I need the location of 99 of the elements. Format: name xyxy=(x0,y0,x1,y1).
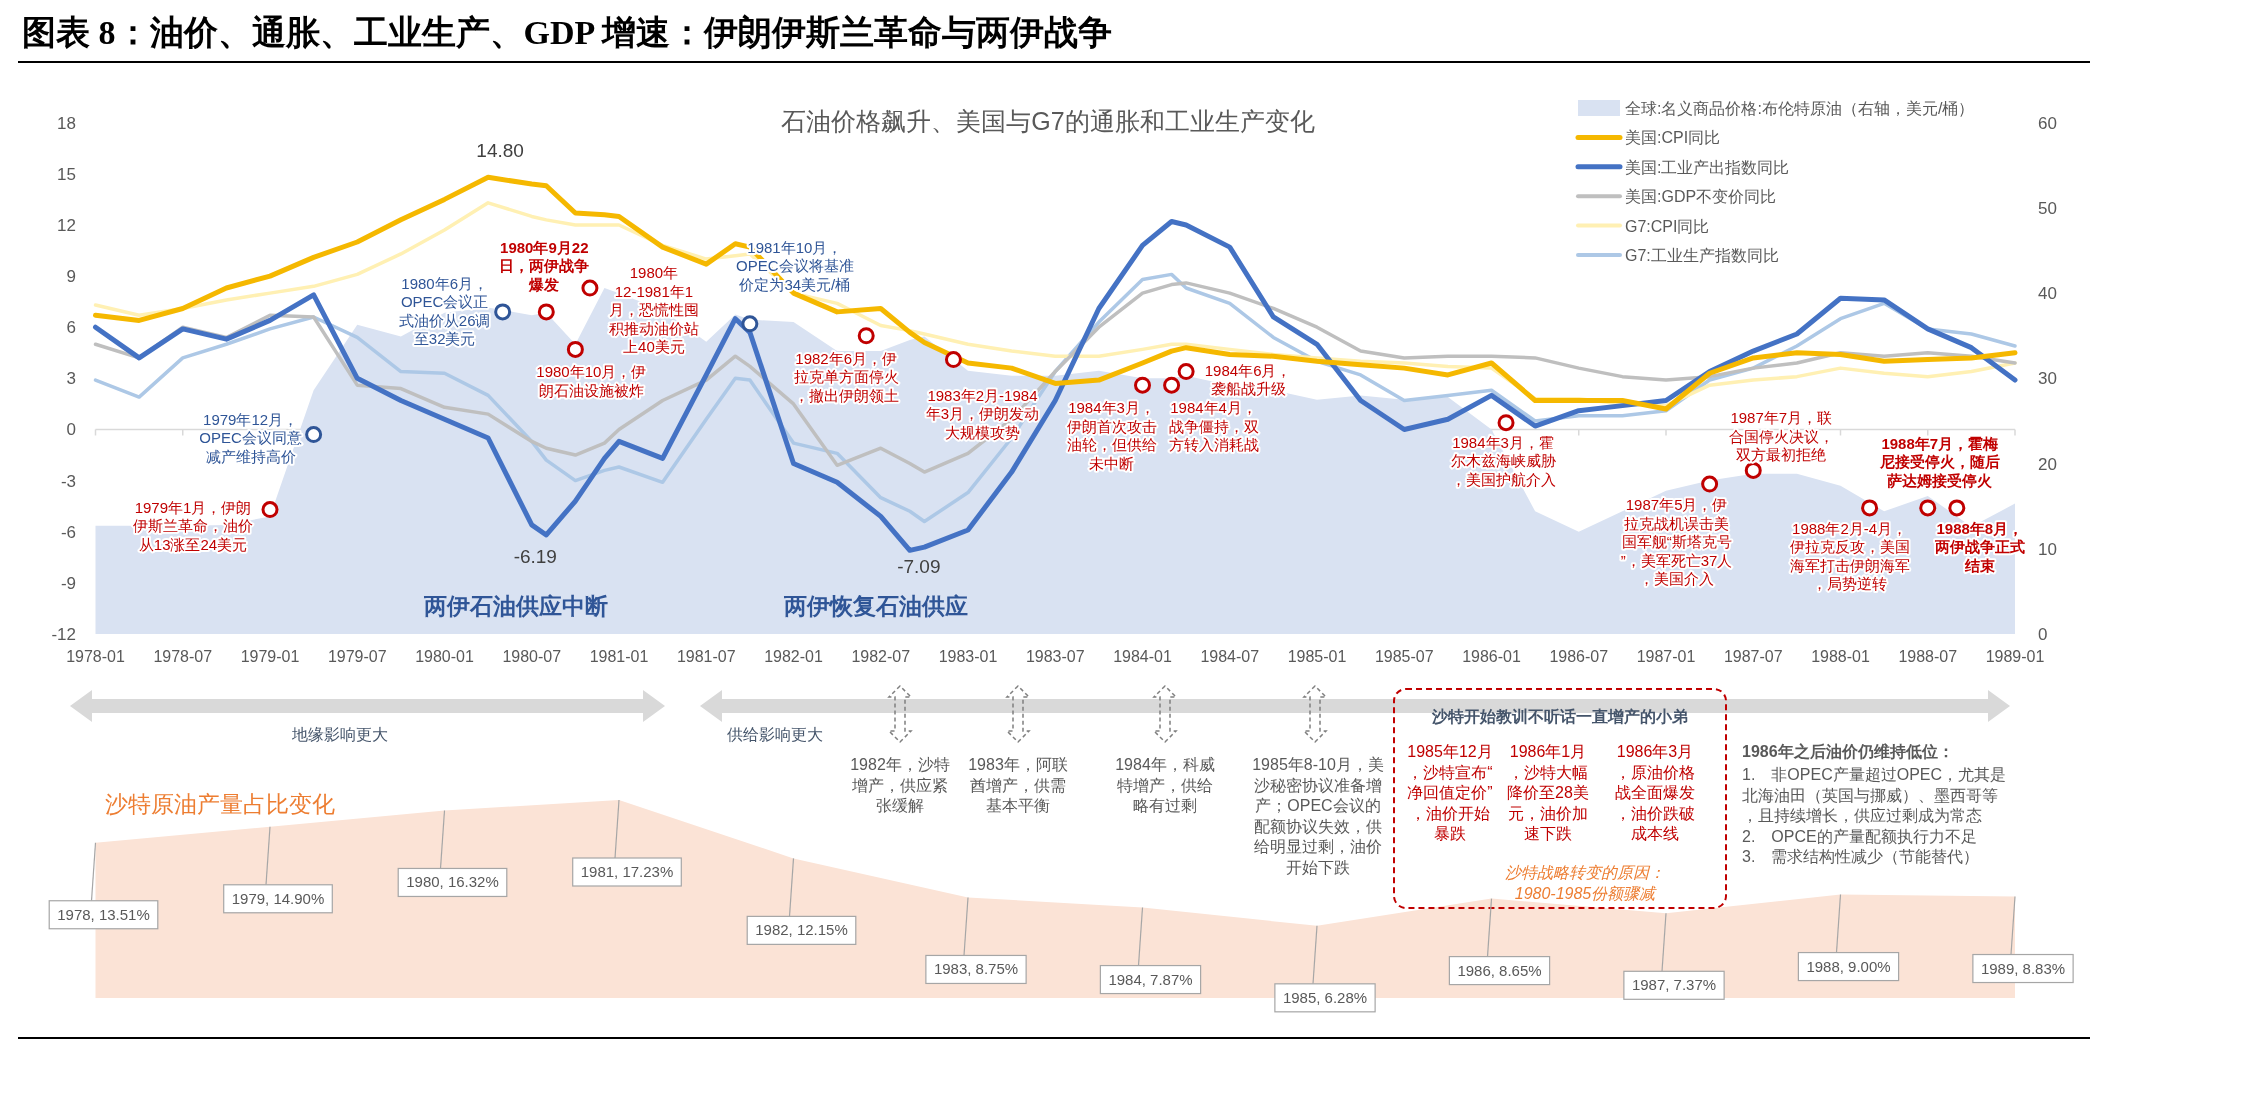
data-label: 1982, 12.15% xyxy=(755,921,848,939)
annotation: 1988年8月，两伊战争正式结束 xyxy=(1933,519,2025,574)
annotation: 3. 需求结构性减少（节能替代） xyxy=(1742,848,1980,865)
text: 地缘影响更大 xyxy=(291,726,388,743)
x-tick-label: 1978-07 xyxy=(153,648,213,665)
annotation: 1986年1月，沙特大幅降价至28美元，油价加速下跌 xyxy=(1507,743,1589,842)
annotation: 1979年12月，OPEC会议同意减产维持高价 xyxy=(199,410,302,465)
legend-label: 全球:名义商品价格:布伦特原油（右轴，美元/桶） xyxy=(1625,100,1975,117)
x-tick-label: 1987-01 xyxy=(1636,648,1696,665)
legend-label: 美国:GDP不变价同比 xyxy=(1625,188,1777,206)
data-label: 1981, 17.23% xyxy=(580,863,674,880)
chart-title: 图表 8：油价、通胀、工业生产、GDP 增速：伊朗伊斯兰革命与两伊战争 xyxy=(22,14,1112,51)
x-tick-label: 1981-01 xyxy=(589,648,649,665)
annotation: 两伊石油供应中断 xyxy=(423,593,608,619)
y2-tick-label: 60 xyxy=(2038,113,2057,133)
y-tick-label: 15 xyxy=(57,164,76,184)
annotation: 1. 非OPEC产量超过OPEC，尤其是北海油田（英国与挪威）、墨西哥等，且持续增长，供应过剩成为常态 xyxy=(1742,766,2007,824)
data-label: 1979, 14.90% xyxy=(231,889,325,907)
annotation: 1988年7月，霍梅尼接受停火，随后萨达姆接受停火 xyxy=(1878,434,2000,489)
annotation: 1980年10月，伊朗石油设施被炸 xyxy=(536,363,647,399)
x-tick-label: 1983-07 xyxy=(1025,648,1085,665)
annotation: 1986年3月，原油价格战全面爆发，油价跌破成本线 xyxy=(1615,743,1695,842)
annotation: 1985年12月，沙特宣布“净回值定价”，油价开始暴跌 xyxy=(1407,743,1493,842)
legend-label: G7:CPI同比 xyxy=(1625,217,1710,235)
x-tick-label: 1982-07 xyxy=(851,648,911,665)
annotation: 1984年3月，霍尔木兹海峡威胁，美国护航介入 xyxy=(1450,433,1556,488)
annotation: 1980年9月22日，两伊战争爆发 xyxy=(499,238,590,293)
legend-label: 美国:工业产出指数同比 xyxy=(1625,158,1790,176)
chart-title: 沙特原油产量占比变化 xyxy=(105,791,335,817)
annotation: 1984年6月，袭船战升级 xyxy=(1204,361,1292,398)
annotation: 1987年5月，伊拉克战机误击美国军舰“斯塔克号”，美军死亡37人，美国介入 xyxy=(1620,496,1733,588)
annotation: 1985年8-10月，美沙秘密协议准备增产；OPEC会议的配额协议失效，供给明显过剩，油价开始下跌 xyxy=(1252,756,1384,876)
y2-tick-label: 30 xyxy=(2038,369,2057,389)
x-tick-label: 1980-01 xyxy=(415,648,474,665)
annotation: 1987年7月，联合国停火决议，双方最初拒绝 xyxy=(1728,409,1834,464)
annotation: 2. OPCE的产量配额执行力不足 xyxy=(1742,827,1977,845)
x-tick-label: 1988-01 xyxy=(1811,648,1870,665)
data-label: 1984, 7.87% xyxy=(1108,970,1193,988)
annotation: -6.19 xyxy=(513,545,557,567)
x-tick-label: 1986-01 xyxy=(1462,648,1521,665)
x-tick-label: 1982-01 xyxy=(764,648,823,665)
x-tick-label: 1984-01 xyxy=(1113,648,1172,665)
text: 供给影响更大 xyxy=(727,726,823,743)
y-tick-label: 12 xyxy=(57,215,76,235)
x-tick-label: 1979-07 xyxy=(327,648,387,665)
annotation: 1979年1月，伊朗伊斯兰革命，油价从13涨至24美元 xyxy=(133,498,253,553)
annotation: 1984年4月，战争僵持，双方转入消耗战 xyxy=(1168,399,1259,454)
y-tick-label: 18 xyxy=(57,113,76,133)
legend-label: 美国:CPI同比 xyxy=(1625,129,1721,147)
x-tick-label: 1985-07 xyxy=(1374,648,1434,665)
x-tick-label: 1980-07 xyxy=(502,648,562,665)
annotation: 1983年2月-1984年3月，伊朗发动大规模攻势 xyxy=(925,386,1040,441)
y2-tick-label: 20 xyxy=(2038,454,2057,474)
data-label: 1989, 8.83% xyxy=(1980,959,2066,977)
x-tick-label: 1984-07 xyxy=(1200,648,1260,665)
data-label: 1983, 8.75% xyxy=(933,960,1019,978)
annotation: 沙特战略转变的原因：1980-1985份额骤减 xyxy=(1505,864,1665,902)
x-tick-label: 1985-01 xyxy=(1287,648,1347,665)
y-tick-label: 0 xyxy=(66,420,76,440)
annotation: -7.09 xyxy=(897,556,941,578)
data-label: 1987, 7.37% xyxy=(1631,976,1717,994)
y2-tick-label: 40 xyxy=(2038,284,2057,304)
y-tick-label: -6 xyxy=(60,522,76,542)
x-tick-label: 1987-07 xyxy=(1723,648,1783,665)
annotation: 1980年12-1981年1月，恐慌性囤积推动油价站上40美元 xyxy=(608,264,699,356)
data-label: 1980, 16.32% xyxy=(406,873,499,891)
annotation: 1980年6月，OPEC会议正式油价从26调至32美元 xyxy=(398,274,491,348)
y-tick-label: 6 xyxy=(66,318,76,338)
data-label: 1988, 9.00% xyxy=(1806,957,1891,975)
legend-label: G7:工业生产指数同比 xyxy=(1625,247,1779,264)
text: 1986年之后油价仍维持低位： xyxy=(1742,743,1954,760)
x-tick-label: 1989-01 xyxy=(1985,648,2045,665)
data-label: 1986, 8.65% xyxy=(1457,961,1542,979)
y-tick-label: -3 xyxy=(60,471,76,491)
data-label: 1985, 6.28% xyxy=(1282,988,1368,1006)
text: 沙特开始教训不听话一直增产的小弟 xyxy=(1431,708,1688,725)
x-tick-label: 1979-01 xyxy=(240,648,300,665)
annotation: 14.80 xyxy=(476,140,524,162)
annotation: 1988年2月-4月，伊拉克反攻，美国海军打击伊朗海军，局势逆转 xyxy=(1789,519,1910,593)
y-tick-label: -12 xyxy=(51,625,76,644)
annotation: 两伊恢复石油供应 xyxy=(783,593,968,619)
annotation: 1983年，阿联酋增产，供需基本平衡 xyxy=(968,756,1068,814)
annotation: 1982年6月，伊拉克单方面停火，撤出伊朗领土 xyxy=(793,349,899,404)
annotation: 1982年，沙特增产，供应紧张缓解 xyxy=(850,756,950,814)
annotation: 1984年3月，伊朗首次攻击油轮，但供给未中断 xyxy=(1066,399,1157,472)
chart-subtitle: 石油价格飙升、美国与G7的通胀和工业生产变化 xyxy=(781,107,1315,135)
y2-tick-label: 10 xyxy=(2038,539,2057,559)
x-tick-label: 1983-01 xyxy=(938,648,998,665)
annotation: 1984年，科威特增产，供给略有过剩 xyxy=(1115,756,1215,814)
x-tick-label: 1978-01 xyxy=(66,648,125,665)
y2-tick-label: 0 xyxy=(2038,625,2048,644)
data-label: 1978, 13.51% xyxy=(57,905,150,923)
x-tick-label: 1988-07 xyxy=(1898,648,1958,665)
y-tick-label: 9 xyxy=(66,267,76,287)
y-tick-label: 3 xyxy=(66,369,76,389)
y-tick-label: -9 xyxy=(60,573,76,593)
y2-tick-label: 50 xyxy=(2038,198,2057,218)
x-tick-label: 1986-07 xyxy=(1549,648,1609,665)
x-tick-label: 1981-07 xyxy=(676,648,736,665)
